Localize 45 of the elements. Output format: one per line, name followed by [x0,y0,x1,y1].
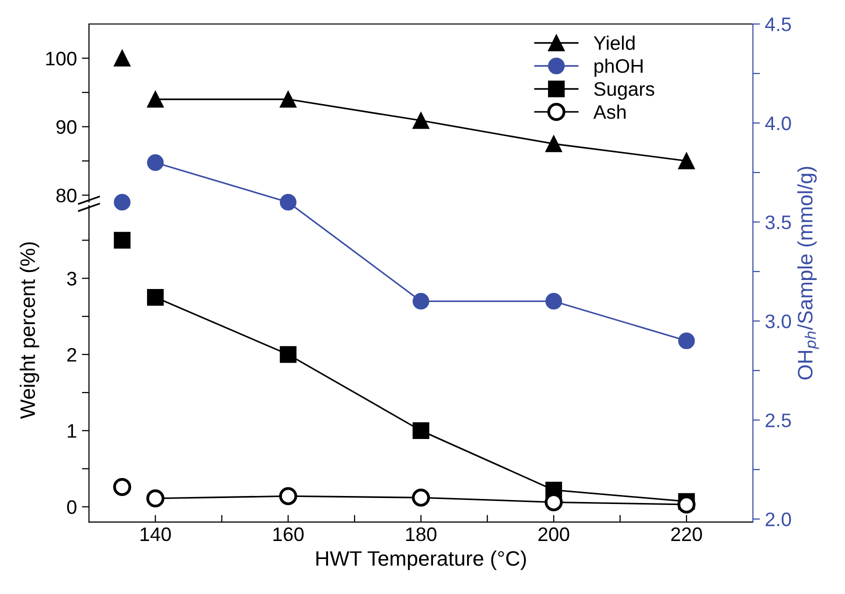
y-tick-label: 3 [67,272,76,286]
point [678,152,695,170]
point [412,488,430,507]
point [280,194,296,211]
point [545,135,562,152]
y-tick-label: 90 [56,120,76,134]
y2-tick-label: 3.5 [765,215,791,230]
y-tick-label: 1 [68,424,76,438]
x-tick-label: 160 [273,527,304,542]
y2-tick-label: 4.5 [765,18,791,32]
x-tick-label: 200 [538,527,570,542]
x-tick-label: 140 [140,527,171,542]
y-tick-label: 100 [46,52,76,66]
y2-tick-label: 4.0 [765,116,791,130]
point [147,289,164,306]
point [412,422,430,439]
y-tick-label: 0 [67,500,76,514]
y-tick-label: 80 [56,188,76,202]
point [280,346,296,363]
point [114,194,131,211]
point [545,292,562,310]
y-axis-title: Weight percent (%) [20,242,40,419]
x-tick-label: 220 [671,527,702,542]
point [147,154,164,171]
legend-label: Ash [593,104,626,119]
point [113,478,132,496]
y2-tick-label: 2.0 [766,512,791,526]
point [412,112,430,129]
point [114,50,131,67]
y2-tick-label: 3.0 [765,314,791,328]
legend-label: phOH [594,58,643,77]
point [678,332,695,350]
legend-label: Sugars [594,82,654,100]
x-axis-title: HWT Temperature (°C) [316,550,526,570]
point [279,487,298,506]
point [280,90,296,108]
point [114,232,131,249]
point [147,90,164,108]
point [412,292,430,310]
x-tick-label: 180 [406,527,436,542]
y2-tick-label: 2.5 [766,413,791,428]
y-tick-label: 2 [67,348,76,362]
point [146,489,164,508]
y2-axis-title: OH$_{ph}$/Sample (mmol/g) [797,166,819,380]
legend-label: Yield [594,36,635,50]
